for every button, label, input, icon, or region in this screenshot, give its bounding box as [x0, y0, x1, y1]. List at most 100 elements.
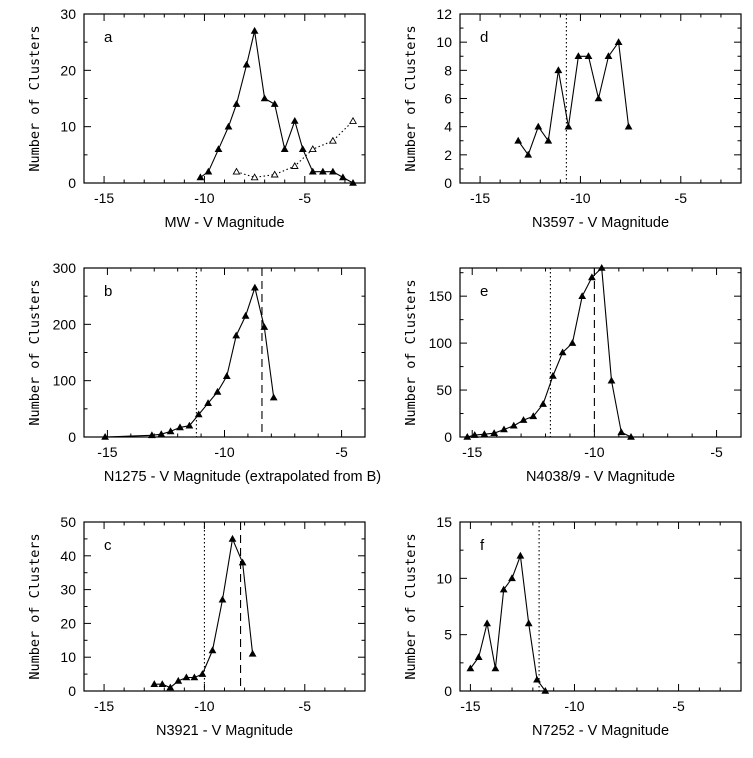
filled-triangle-point — [290, 116, 299, 124]
series-line — [154, 536, 254, 689]
plot-frame — [459, 267, 742, 438]
filled-triangle-point — [241, 311, 250, 319]
filled-triangle-point — [208, 646, 217, 654]
y-tick-label: 10 — [436, 34, 452, 50]
filled-triangle-point — [463, 432, 472, 440]
plot-frame — [83, 267, 366, 438]
filled-triangle-point — [269, 393, 278, 401]
filled-triangle-point — [541, 686, 550, 694]
filled-triangle-point — [148, 431, 156, 439]
panel-letter: d — [480, 29, 488, 46]
open-triangle-point — [250, 173, 259, 181]
x-tick-label: -5 — [335, 444, 348, 460]
filled-triangle-point — [624, 122, 633, 130]
filled-triangle-point — [470, 431, 479, 438]
y-tick-label: 0 — [444, 175, 452, 191]
y-tick-label: 40 — [60, 548, 76, 564]
filled-triangle-point — [524, 150, 533, 158]
panel-letter: f — [480, 537, 485, 554]
filled-triangle-point — [529, 412, 538, 420]
x-tick-label: -15 — [94, 698, 114, 714]
series-line — [467, 266, 632, 438]
filled-triangle-point — [534, 122, 543, 130]
x-tick-label: -10 — [194, 698, 214, 714]
filled-triangle-point — [150, 680, 159, 687]
filled-triangle-point — [574, 52, 583, 59]
filled-triangle-point — [568, 339, 577, 346]
filled-triangle-point — [584, 52, 593, 59]
filled-triangle-point — [248, 649, 257, 657]
filled-triangle-point — [319, 167, 327, 175]
filled-triangle-point — [298, 145, 307, 153]
filled-triangle-point — [308, 167, 317, 175]
y-tick-label: 0 — [444, 683, 452, 699]
filled-triangle-point — [232, 331, 241, 339]
x-tick-label: -10 — [194, 190, 214, 206]
x-tick-label: -5 — [672, 698, 685, 714]
filled-triangle-point — [166, 683, 175, 691]
filled-triangle-point — [499, 585, 508, 593]
open-triangle-point — [308, 145, 317, 153]
y-tick-label: 0 — [68, 175, 76, 191]
filled-triangle-point — [544, 136, 553, 144]
filled-triangle-point — [260, 94, 269, 102]
open-triangle-point — [270, 170, 279, 178]
filled-triangle-point — [604, 52, 613, 59]
y-tick-label: 0 — [444, 429, 452, 445]
x-axis-label: N3921 - V Magnitude — [156, 723, 293, 739]
x-axis-label: N7252 - V Magnitude — [532, 723, 669, 739]
filled-triangle-point — [483, 619, 491, 627]
y-tick-label: 100 — [429, 335, 453, 351]
y-tick-label: 50 — [60, 514, 76, 530]
y-tick-label: 12 — [436, 6, 452, 22]
filled-triangle-point — [614, 38, 623, 45]
filled-triangle-point — [607, 376, 616, 384]
y-tick-label: 5 — [444, 627, 452, 643]
filled-triangle-point — [174, 676, 183, 684]
filled-triangle-point — [176, 423, 184, 431]
filled-triangle-point — [158, 680, 167, 687]
filled-triangle-point — [617, 428, 626, 436]
panel-a: -15 -10 -5 0 10 20 30 MW - V Magnitude Number of… — [27, 6, 366, 231]
x-tick-label: -15 — [470, 190, 490, 206]
x-tick-label: -5 — [299, 698, 312, 714]
filled-triangle-point — [238, 558, 247, 566]
y-axis-label: Number of Clusters — [403, 25, 419, 171]
filled-triangle-point — [554, 66, 563, 74]
filled-triangle-point — [190, 673, 199, 681]
y-tick-label: 15 — [436, 514, 452, 530]
y-axis-label: Number of Clusters — [403, 533, 419, 679]
series-line — [469, 555, 546, 692]
series-line — [200, 30, 354, 184]
filled-triangle-point — [627, 432, 635, 440]
filled-triangle-point — [101, 432, 109, 440]
panel-d: -15 -10 -5 0 2 4 6 8 10 12 N3597 - V Magnitude Numb… — [403, 6, 742, 231]
open-triangle-point — [290, 161, 299, 169]
filled-triangle-point — [533, 675, 541, 683]
x-tick-label: -15 — [94, 190, 114, 206]
filled-triangle-point — [224, 122, 233, 130]
panel-c: -15 -10 -5 0 10 20 30 40 50 N3921 - V Magnitude Nu… — [27, 514, 366, 739]
y-tick-label: 6 — [444, 91, 452, 107]
filled-triangle-point — [549, 371, 557, 379]
panel-e: -15 -10 -5 0 50 100 150 N4038/9 - V Magnitude Nu… — [403, 263, 742, 485]
filled-triangle-point — [218, 595, 227, 603]
y-axis-label: Number of Clusters — [27, 279, 43, 425]
y-axis-label: Number of Clusters — [403, 279, 419, 425]
filled-triangle-point — [578, 292, 587, 300]
y-tick-label: 2 — [444, 147, 452, 163]
y-tick-label: 8 — [444, 62, 452, 78]
open-triangle-point — [328, 136, 337, 144]
y-tick-label: 4 — [444, 119, 452, 135]
panel-b: -15 -10 -5 0 100 200 300 N1275 - V Magnitude (e… — [27, 260, 381, 485]
filled-triangle-point — [228, 534, 237, 542]
filled-triangle-point — [182, 673, 191, 681]
filled-triangle-point — [474, 653, 483, 660]
plot-frame — [83, 521, 366, 692]
y-tick-label: 20 — [60, 62, 76, 78]
filled-triangle-point — [204, 399, 212, 407]
filled-triangle-point — [232, 100, 241, 107]
filled-triangle-point — [519, 416, 528, 423]
y-tick-label: 30 — [60, 582, 76, 598]
filled-triangle-point — [500, 425, 508, 433]
